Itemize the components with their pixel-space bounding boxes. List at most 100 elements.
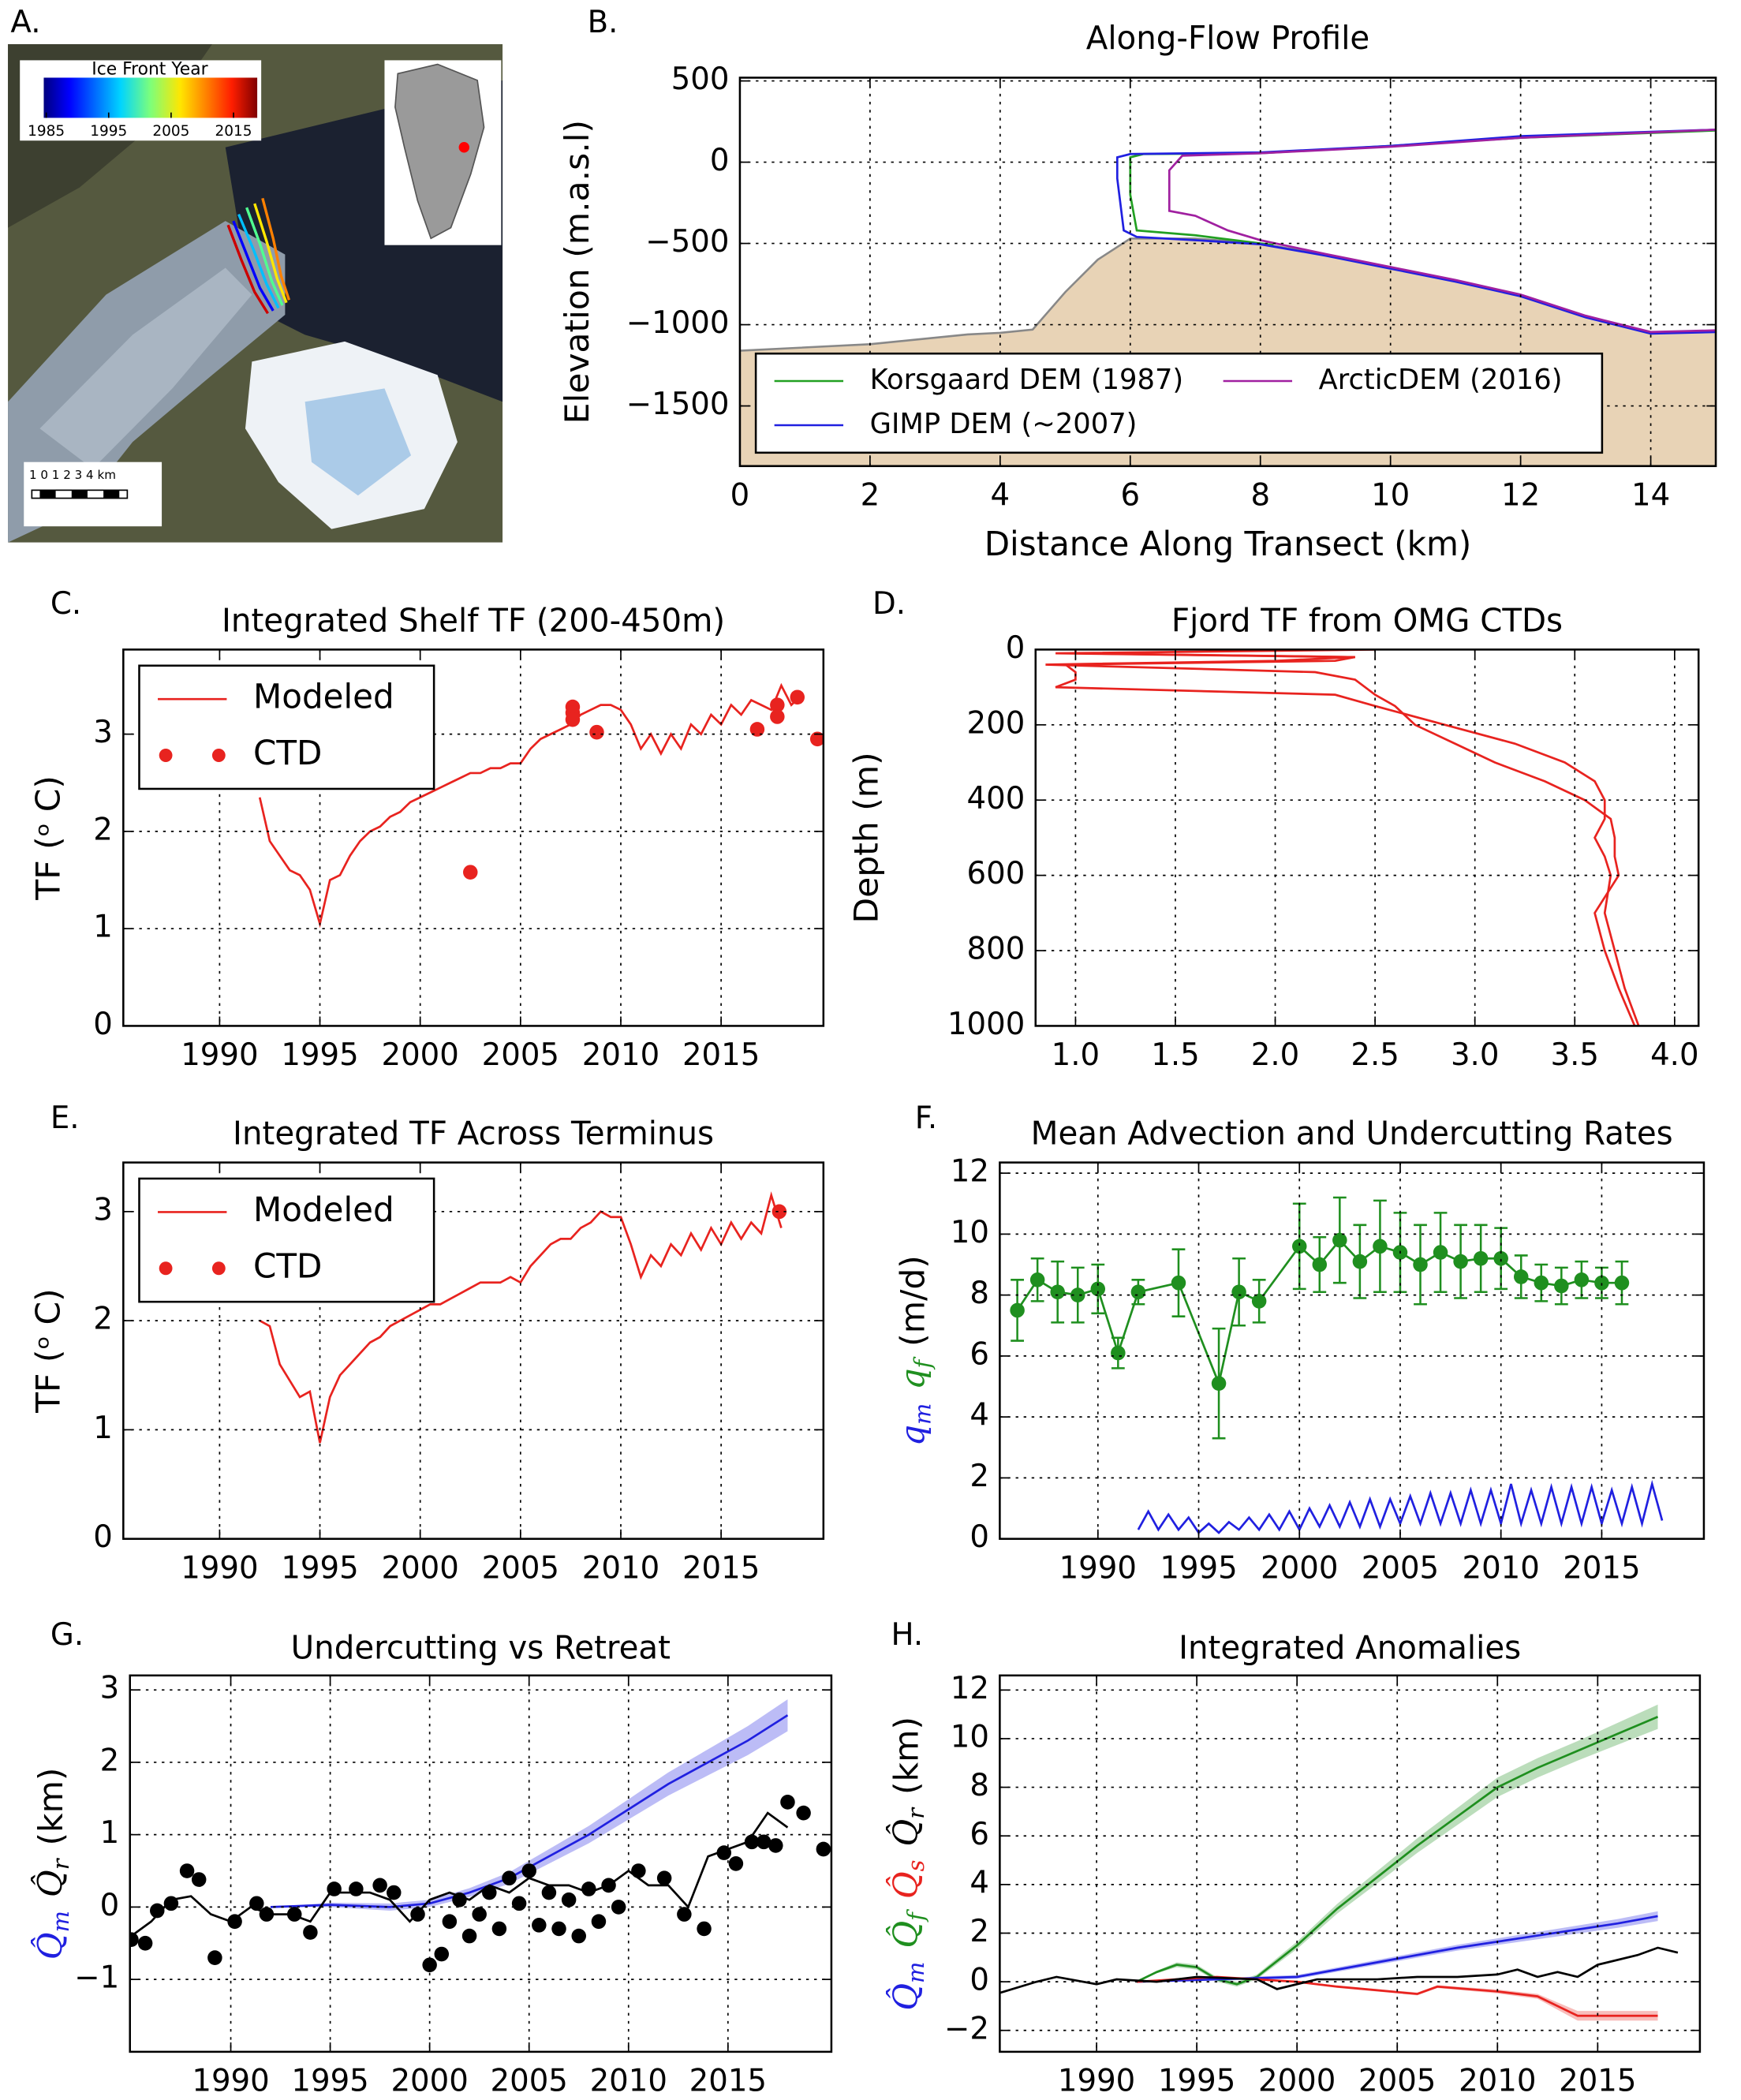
point bbox=[744, 1834, 760, 1850]
y-axis-label: Q̂m​Q̂r​(km) bbox=[30, 1767, 74, 1960]
scale-label: 1 0 1 2 3 4 km bbox=[29, 468, 116, 482]
axes: 1990 1995 2000 2005 2010 2015 −1 0 1 2 3 bbox=[74, 1671, 833, 2099]
point bbox=[442, 1914, 458, 1930]
x-tick-label: 2010 bbox=[582, 1550, 659, 1586]
y-axis-label: TF (ᵒ C) bbox=[29, 775, 68, 901]
point bbox=[410, 1907, 425, 1922]
point bbox=[770, 709, 785, 724]
point bbox=[677, 1907, 692, 1922]
legend-label: GIMP DEM (~2007) bbox=[870, 408, 1138, 440]
x-tick-label: 2 bbox=[861, 477, 880, 513]
y-tick-label: 0 bbox=[93, 1007, 113, 1042]
y-tick-label: 1000 bbox=[947, 1007, 1025, 1042]
y-tick-label: 0 bbox=[1006, 630, 1026, 666]
y-tick-label: 200 bbox=[967, 705, 1026, 741]
y-tick-label: 600 bbox=[967, 856, 1026, 891]
x-tick-label: 2000 bbox=[382, 1550, 459, 1586]
map-image bbox=[8, 44, 503, 543]
point bbox=[541, 1885, 557, 1900]
point bbox=[137, 1935, 153, 1951]
point bbox=[611, 1900, 626, 1915]
axes: 1990 1995 2000 2005 2010 2015 0 1 2 3 bbox=[93, 648, 825, 1073]
x-tick-label: 1990 bbox=[181, 1037, 258, 1073]
axes: 1990 1995 2000 2005 2010 2015 0 2 4 6 8 10 12 bbox=[951, 1154, 1706, 1586]
point bbox=[207, 1950, 222, 1965]
y-tick-label: −1500 bbox=[626, 387, 730, 422]
x-tick-label: 3.5 bbox=[1551, 1037, 1599, 1073]
point bbox=[1373, 1239, 1388, 1254]
point bbox=[434, 1946, 450, 1962]
point bbox=[771, 1204, 787, 1220]
legend-label: Korsgaard DEM (1987) bbox=[870, 364, 1184, 396]
y-label-subscript: s bbox=[902, 1860, 929, 1872]
x-tick-label: 8 bbox=[1250, 477, 1270, 513]
point bbox=[1534, 1275, 1549, 1291]
y-label-part: (km) bbox=[887, 1717, 925, 1795]
point bbox=[1231, 1284, 1246, 1300]
plot-frame bbox=[122, 1161, 825, 1540]
point bbox=[571, 1928, 586, 1944]
x-tick-label: 1995 bbox=[281, 1550, 358, 1586]
point bbox=[303, 1925, 318, 1940]
legend-label: Modeled bbox=[253, 678, 394, 716]
plot-frame bbox=[1034, 648, 1700, 1027]
legend-label: Modeled bbox=[253, 1190, 394, 1229]
legend-swatch bbox=[159, 749, 173, 762]
panel-label: H. bbox=[891, 1617, 924, 1653]
y-tick-label: 3 bbox=[93, 1192, 113, 1227]
point bbox=[472, 1907, 487, 1922]
point bbox=[286, 1907, 302, 1922]
y-label-part: Q̂ bbox=[885, 1921, 925, 1949]
point bbox=[601, 1878, 616, 1893]
point bbox=[1070, 1287, 1085, 1302]
point bbox=[816, 1841, 831, 1857]
x-tick-label: 2005 bbox=[1362, 1550, 1439, 1586]
plot-frame bbox=[129, 1674, 833, 2053]
series-line bbox=[1137, 1479, 1664, 1534]
x-tick-label: 1995 bbox=[1158, 2063, 1235, 2098]
y-tick-label: 0 bbox=[970, 1963, 989, 1998]
plot-area bbox=[1010, 1196, 1664, 1534]
panel-label: F. bbox=[915, 1100, 937, 1136]
x-tick-label: 1990 bbox=[1059, 1550, 1137, 1586]
legend-swatch bbox=[211, 1261, 226, 1276]
plot-frame bbox=[999, 1674, 1702, 2053]
x-tick-label: 1995 bbox=[281, 1037, 358, 1073]
y-label-part: Q̂ bbox=[885, 1819, 925, 1847]
legend: Modeled CTD bbox=[138, 664, 435, 790]
y-tick-label: 2 bbox=[93, 812, 113, 847]
x-tick-label: 2005 bbox=[482, 1037, 559, 1073]
point bbox=[511, 1896, 527, 1911]
x-tick-label: 2005 bbox=[1358, 2063, 1436, 2098]
legend-swatch bbox=[159, 1261, 173, 1276]
point bbox=[1171, 1275, 1186, 1291]
point bbox=[482, 1885, 497, 1900]
point bbox=[1029, 1272, 1045, 1287]
y-tick-label: 1 bbox=[93, 1411, 113, 1446]
colorbar-tick-label: 2005 bbox=[152, 123, 189, 140]
point bbox=[163, 1896, 179, 1911]
x-tick-label: 1990 bbox=[192, 2063, 269, 2098]
y-label-subscript: f bbox=[909, 1356, 936, 1369]
point bbox=[589, 724, 604, 740]
panel-label: B. bbox=[588, 5, 618, 40]
point bbox=[491, 1921, 507, 1937]
colorbar-tick-label: 1985 bbox=[28, 123, 65, 140]
panel-label: D. bbox=[872, 586, 906, 622]
x-tick-label: 2010 bbox=[1463, 1550, 1540, 1586]
point bbox=[452, 1892, 467, 1908]
panel-label: A. bbox=[10, 5, 40, 40]
point bbox=[150, 1903, 165, 1919]
x-tick-label: 2000 bbox=[1258, 2063, 1336, 2098]
point bbox=[1332, 1232, 1347, 1248]
point bbox=[1574, 1272, 1590, 1287]
point bbox=[749, 722, 765, 737]
x-tick-label: 2000 bbox=[390, 2063, 468, 2098]
chart-title: Mean Advection and Undercutting Rates bbox=[1031, 1115, 1673, 1153]
x-tick-label: 2005 bbox=[491, 2063, 568, 2098]
point bbox=[591, 1914, 607, 1930]
ice-fronts bbox=[226, 197, 291, 315]
legend-swatch bbox=[211, 749, 226, 762]
point bbox=[770, 697, 785, 712]
